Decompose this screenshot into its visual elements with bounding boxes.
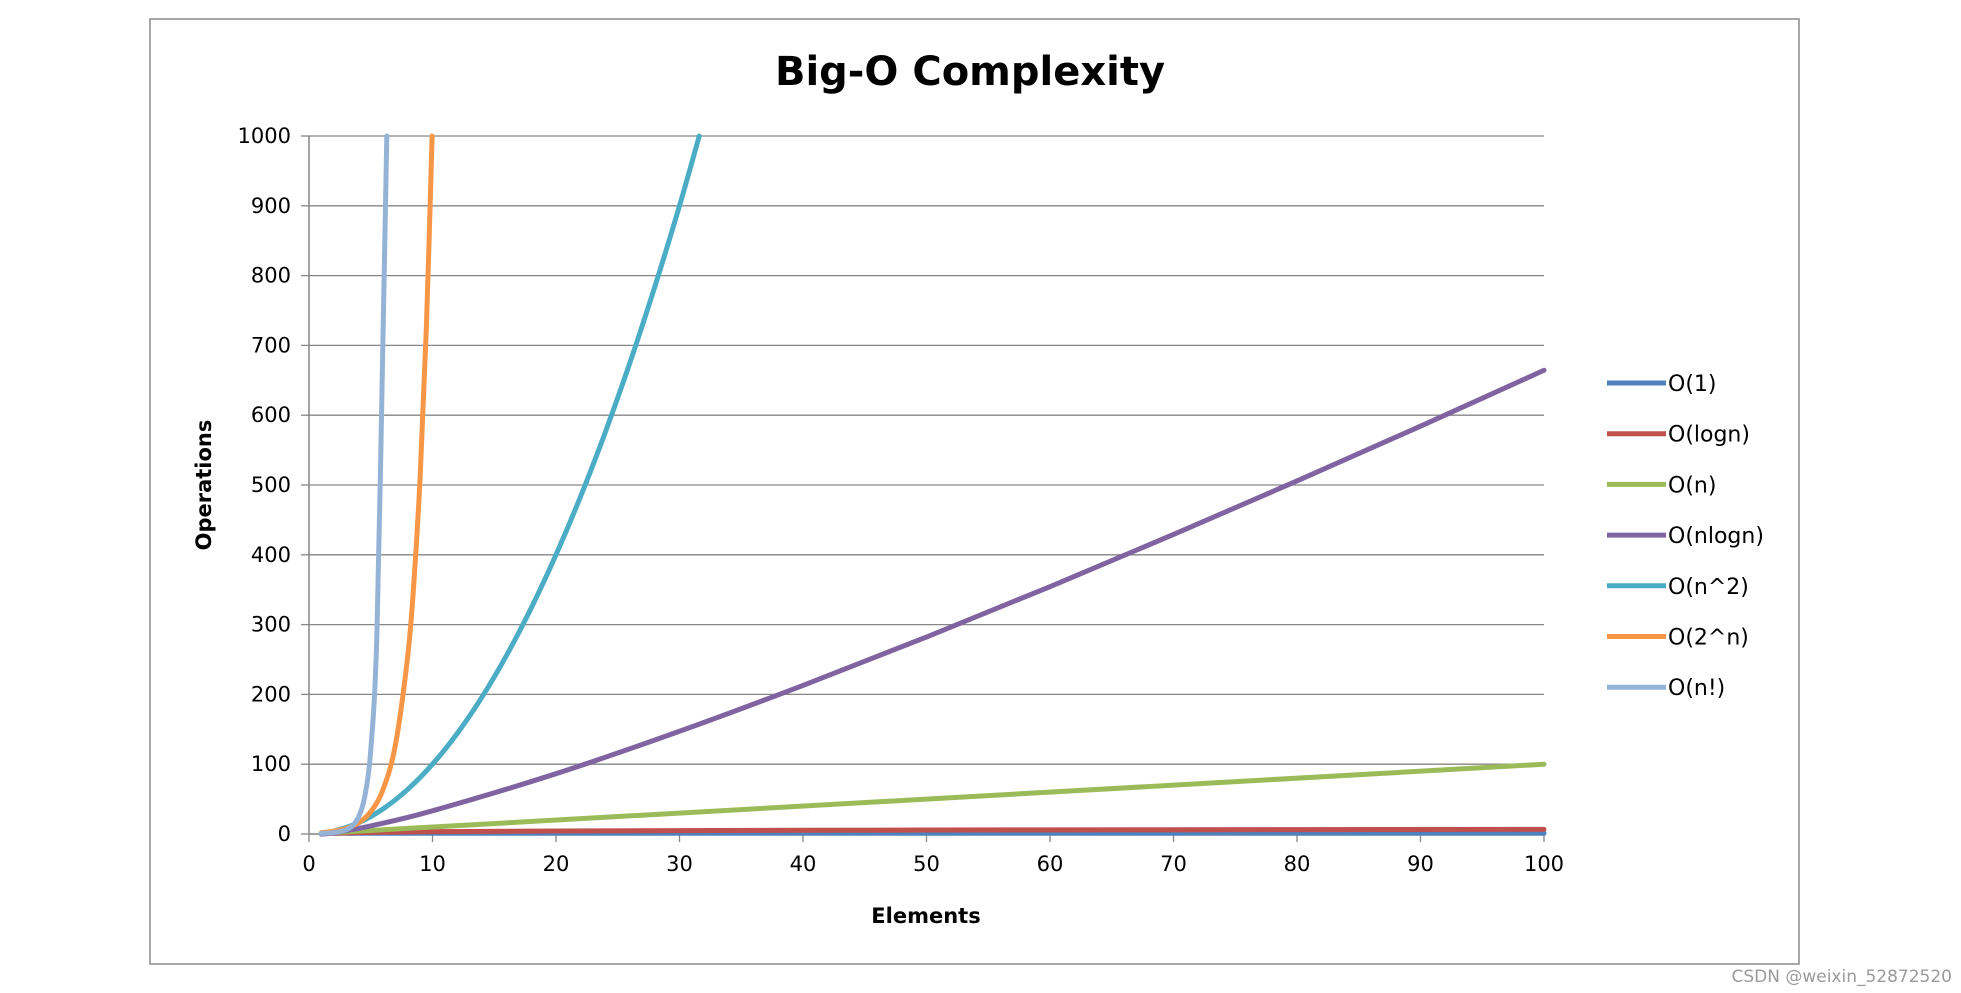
y-tick-label: 200 xyxy=(251,682,291,706)
y-tick-label: 900 xyxy=(251,194,291,218)
axis-ticks: 0 100 200 300 400 500 600 700 800 900 1000 0 10 20 30 4… xyxy=(238,124,1565,876)
chart-frame xyxy=(149,18,1800,965)
series-line-o-n xyxy=(318,133,390,836)
x-tick-label: 40 xyxy=(790,852,817,876)
gridlines xyxy=(309,135,1544,765)
x-tick-label: 100 xyxy=(1524,852,1564,876)
x-tick-label: 50 xyxy=(913,852,940,876)
x-tick-label: 80 xyxy=(1284,852,1311,876)
series-line-o-nlogn xyxy=(318,367,1547,837)
x-tick-label: 60 xyxy=(1037,852,1064,876)
legend: O(1) O(logn) O(n) O(nlogn) O(n^2) O(2^n) O(n!) xyxy=(1607,372,1764,701)
x-tick-label: 20 xyxy=(543,852,570,876)
legend-label-o-logn: O(logn) xyxy=(1668,423,1750,448)
chart-title: Big-O Complexity xyxy=(775,49,1165,95)
x-tick-label: 70 xyxy=(1160,852,1187,876)
y-tick-label: 500 xyxy=(251,473,291,497)
y-tick-label: 0 xyxy=(278,822,291,846)
y-tick-label: 1000 xyxy=(238,124,291,148)
y-tick-label: 600 xyxy=(251,403,291,427)
x-tick-label: 30 xyxy=(666,852,693,876)
legend-label-o-nlogn: O(nlogn) xyxy=(1668,524,1764,549)
y-tick-label: 400 xyxy=(251,543,291,567)
y-axis-title: Operations xyxy=(192,420,216,551)
series-lines xyxy=(318,133,1547,837)
y-tick-label: 300 xyxy=(251,613,291,637)
y-tick-label: 700 xyxy=(251,333,291,357)
legend-label-o-n: O(n) xyxy=(1668,473,1716,498)
legend-label-o-1: O(1) xyxy=(1668,372,1716,397)
series-line-o-n-2 xyxy=(318,133,702,836)
x-tick-label: 90 xyxy=(1407,852,1434,876)
y-tick-label: 100 xyxy=(251,752,291,776)
x-axis-title: Elements xyxy=(871,904,980,928)
legend-label-o-2-n: O(2^n) xyxy=(1668,626,1749,651)
legend-label-o-n-2: O(n^2) xyxy=(1668,575,1749,600)
watermark-text: CSDN @weixin_52872520 xyxy=(1731,967,1952,987)
series-line-o-n xyxy=(318,761,1547,836)
legend-label-o-n: O(n!) xyxy=(1668,676,1725,701)
x-tick-label: 10 xyxy=(419,852,446,876)
x-tick-label: 0 xyxy=(302,852,315,876)
y-tick-label: 800 xyxy=(251,264,291,288)
